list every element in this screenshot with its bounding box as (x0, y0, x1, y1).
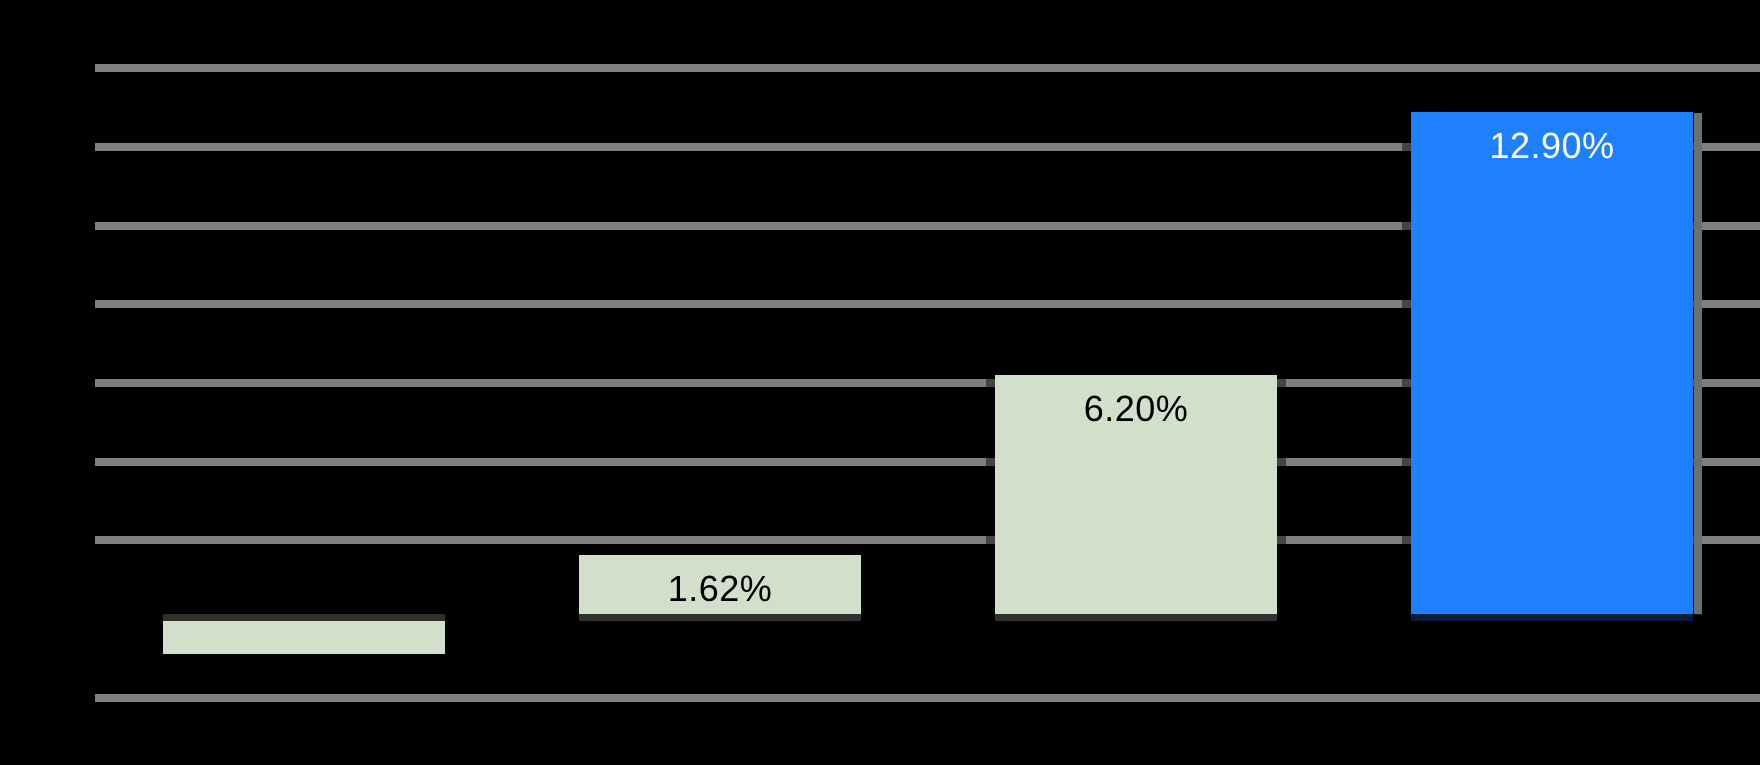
bar-4: 12.90% (1411, 112, 1693, 621)
x-axis-zero-line (95, 614, 1760, 621)
gridline (95, 143, 1760, 151)
gridline (95, 536, 1760, 544)
bar-3: 6.20% (995, 375, 1277, 621)
bar-value-label: 1.62% (667, 568, 773, 609)
bar-2: 1.62% (579, 555, 861, 621)
bar-value-label: 6.20% (1083, 388, 1189, 429)
gridline (95, 458, 1760, 466)
gridline (95, 300, 1760, 308)
highlighted-bar-shadow (1694, 113, 1702, 615)
gridline (95, 694, 1760, 702)
bar-value-label: 12.90% (1489, 125, 1615, 166)
gridline (95, 379, 1760, 387)
gridline (95, 222, 1760, 230)
gridline (95, 64, 1760, 72)
